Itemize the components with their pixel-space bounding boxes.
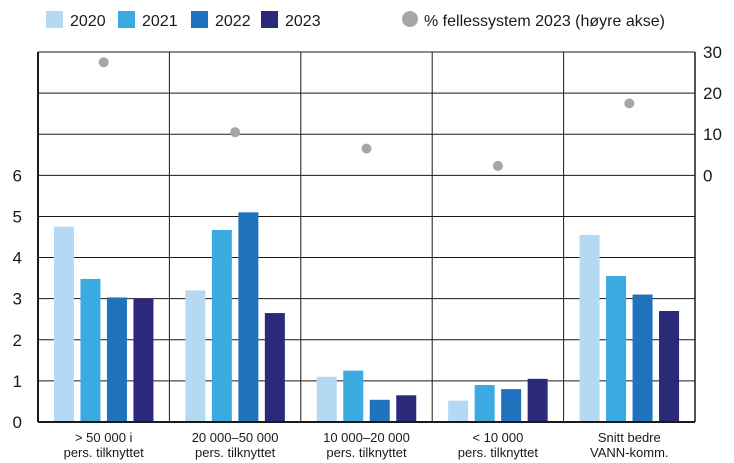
left-tick-label: 6 bbox=[13, 166, 22, 185]
bar-2022 bbox=[501, 389, 522, 422]
legend-label-fellessystem: % fellessystem 2023 (høyre akse) bbox=[424, 13, 665, 30]
legend-label-2020: 2020 bbox=[70, 13, 106, 30]
legend-swatch-2020 bbox=[46, 11, 63, 28]
bar-2021 bbox=[474, 385, 495, 422]
bar-2020 bbox=[579, 234, 600, 422]
bar-2023 bbox=[659, 311, 680, 422]
legend: 2020 2021 2022 2023 % fellessystem 2023 (høy… bbox=[46, 11, 665, 30]
legend-label-2023: 2023 bbox=[285, 13, 321, 30]
category-label: < 10 000 bbox=[472, 430, 523, 445]
left-tick-label: 5 bbox=[13, 207, 22, 226]
legend-swatch-2021 bbox=[118, 11, 135, 28]
bar-2023 bbox=[133, 298, 154, 422]
point-fellessystem bbox=[492, 160, 503, 171]
right-tick-label: 20 bbox=[703, 84, 722, 103]
category-label: 10 000–20 000 bbox=[323, 430, 410, 445]
bar-2020 bbox=[53, 226, 74, 422]
bar-2023 bbox=[264, 313, 285, 422]
category-label: > 50 000 i bbox=[75, 430, 133, 445]
bar-2022 bbox=[369, 399, 390, 422]
left-tick-label: 3 bbox=[13, 290, 22, 309]
bar-2020 bbox=[316, 376, 337, 422]
legend-swatch-2022 bbox=[191, 11, 208, 28]
left-tick-label: 0 bbox=[13, 413, 22, 432]
left-tick-label: 2 bbox=[13, 331, 22, 350]
point-fellessystem bbox=[230, 127, 241, 138]
category-label: Snitt bedre bbox=[598, 430, 661, 445]
right-tick-label: 0 bbox=[703, 166, 712, 185]
bar-2021 bbox=[343, 370, 364, 422]
category-label: pers. tilknyttet bbox=[326, 445, 407, 460]
left-axis-ticks: 0 1 2 3 4 5 6 bbox=[13, 166, 22, 432]
bar-2020 bbox=[448, 400, 469, 422]
category-label: VANN-komm. bbox=[590, 445, 668, 460]
plot-frame bbox=[37, 52, 696, 423]
right-tick-label: 10 bbox=[703, 125, 722, 144]
right-axis-ticks: 0 10 20 30 bbox=[703, 43, 722, 185]
legend-swatch-fellessystem bbox=[402, 11, 418, 27]
legend-label-2021: 2021 bbox=[142, 13, 178, 30]
legend-swatch-2023 bbox=[261, 11, 278, 28]
category-label: pers. tilknyttet bbox=[458, 445, 539, 460]
left-tick-label: 4 bbox=[13, 249, 22, 268]
bar-2021 bbox=[606, 276, 627, 422]
right-tick-label: 30 bbox=[703, 43, 722, 62]
bar-2021 bbox=[211, 230, 232, 422]
bar-2023 bbox=[396, 395, 417, 422]
secondary-series-points bbox=[98, 57, 635, 171]
point-fellessystem bbox=[361, 143, 372, 154]
category-label: pers. tilknyttet bbox=[64, 445, 145, 460]
legend-label-2022: 2022 bbox=[215, 13, 251, 30]
left-tick-label: 1 bbox=[13, 372, 22, 391]
bars bbox=[53, 212, 680, 422]
bar-2022 bbox=[238, 212, 259, 422]
bar-2022 bbox=[632, 294, 653, 422]
bar-2021 bbox=[80, 278, 101, 422]
point-fellessystem bbox=[624, 98, 635, 109]
category-label: pers. tilknyttet bbox=[195, 445, 276, 460]
bar-2022 bbox=[106, 297, 127, 422]
bar-2023 bbox=[527, 378, 548, 422]
point-fellessystem bbox=[98, 57, 109, 68]
bar-2020 bbox=[185, 290, 206, 422]
category-label: 20 000–50 000 bbox=[192, 430, 279, 445]
